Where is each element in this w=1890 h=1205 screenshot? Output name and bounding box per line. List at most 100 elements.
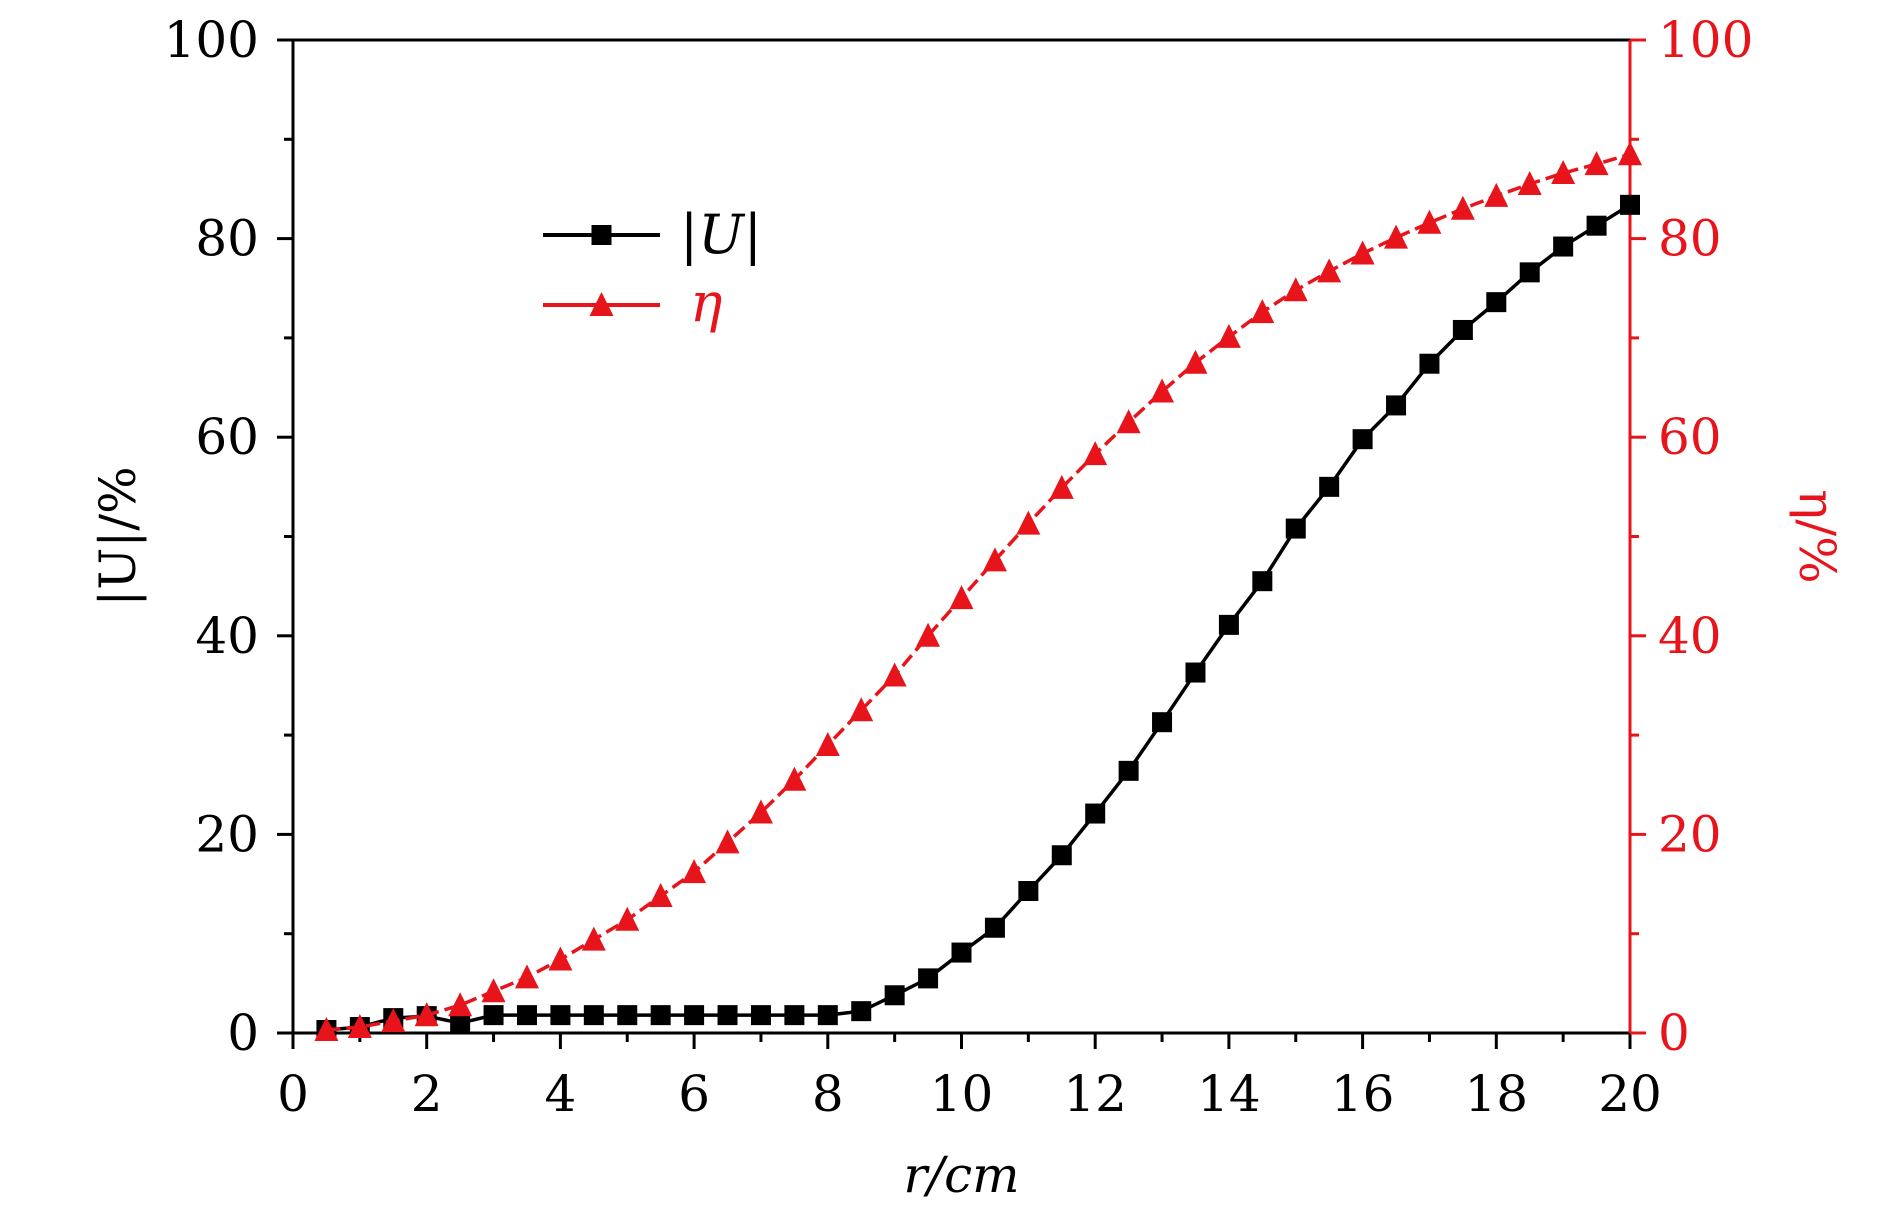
y-right-tick-label: 40 (1658, 607, 1722, 665)
data-point-eta (782, 766, 807, 791)
data-point-eta (381, 1008, 406, 1033)
data-point-eta (548, 946, 573, 971)
data-point-U (1519, 262, 1540, 283)
data-point-eta (481, 978, 506, 1003)
data-point-eta (448, 992, 473, 1017)
y-right-tick-label: 20 (1658, 805, 1722, 863)
y-left-axis-title: |U|/% (89, 466, 147, 606)
data-point-U (1319, 476, 1340, 497)
axes-group: 0 2 4 6 8 10 12 14 16 18 2002040608010002040608010… (164, 11, 1754, 1123)
x-tick-label: 20 (1598, 1065, 1662, 1123)
data-point-U (1553, 236, 1574, 257)
x-tick-label: 16 (1331, 1065, 1395, 1123)
x-tick-label: 8 (812, 1065, 844, 1123)
data-point-U (984, 917, 1005, 938)
data-point-U (516, 1005, 537, 1026)
y-right-axis-title: η/% (1788, 489, 1846, 583)
legend: |U|η (543, 203, 762, 334)
data-point-eta (615, 906, 640, 931)
series-line-U (326, 203, 1631, 1032)
data-point-eta (1484, 182, 1509, 207)
data-point-eta (916, 622, 941, 647)
series-line-eta (326, 152, 1631, 1032)
data-point-U (1586, 215, 1607, 236)
data-point-U (918, 968, 939, 989)
y-left-tick-label: 0 (227, 1004, 259, 1062)
data-point-U (1486, 292, 1507, 313)
data-point-U (1152, 712, 1173, 733)
data-point-eta (1584, 151, 1609, 176)
data-point-eta (1283, 277, 1308, 302)
data-point-eta (748, 799, 773, 824)
data-point-U (851, 1001, 872, 1022)
data-point-eta (1116, 409, 1141, 434)
legend-marker-eta (589, 292, 614, 316)
data-point-U (650, 1005, 671, 1026)
data-point-eta (1417, 209, 1442, 234)
data-point-eta (1183, 349, 1208, 374)
data-point-U (1118, 760, 1139, 781)
data-point-eta (514, 964, 539, 989)
data-point-U (1452, 319, 1473, 340)
data-point-eta (1150, 378, 1175, 403)
data-point-eta (1049, 474, 1074, 499)
axis-titles: r/cm |U|/% η/% (89, 466, 1846, 1204)
data-point-U (1419, 353, 1440, 374)
data-point-eta (1551, 160, 1576, 185)
data-point-eta (982, 547, 1007, 572)
data-point-U (1352, 429, 1373, 450)
data-point-eta (815, 732, 840, 757)
data-point-eta (1450, 195, 1475, 220)
legend-label-U: |U| (680, 203, 762, 266)
data-point-eta (1517, 170, 1542, 195)
data-point-eta (1016, 510, 1041, 535)
data-point-eta (1384, 224, 1409, 249)
data-point-U (784, 1005, 805, 1026)
y-left-tick-label: 20 (195, 805, 259, 863)
data-point-eta (1216, 323, 1241, 348)
data-point-U (951, 942, 972, 963)
data-point-eta (1618, 141, 1642, 166)
data-point-eta (581, 926, 606, 951)
y-left-tick-label: 100 (164, 11, 259, 69)
x-tick-label: 18 (1464, 1065, 1528, 1123)
data-point-eta (1350, 240, 1375, 265)
data-point-U (1620, 194, 1640, 215)
x-tick-label: 0 (277, 1065, 309, 1123)
data-point-U (1085, 803, 1106, 824)
series-group (314, 141, 1642, 1042)
data-point-U (1285, 518, 1306, 539)
y-right-tick-label: 0 (1658, 1004, 1690, 1062)
y-left-tick-label: 40 (195, 607, 259, 665)
data-point-eta (347, 1014, 372, 1039)
data-point-U (750, 1005, 771, 1026)
y-right-tick-label: 80 (1658, 210, 1722, 268)
data-point-eta (849, 697, 874, 722)
x-tick-label: 2 (411, 1065, 443, 1123)
data-point-U (684, 1005, 705, 1026)
data-point-eta (314, 1017, 339, 1042)
data-point-U (450, 1013, 471, 1034)
x-tick-label: 6 (678, 1065, 710, 1123)
data-point-eta (1317, 258, 1342, 283)
y-left-tick-label: 60 (195, 408, 259, 466)
data-point-U (884, 985, 905, 1006)
data-point-U (817, 1005, 838, 1026)
data-point-U (617, 1005, 638, 1026)
data-point-U (1018, 881, 1039, 902)
data-point-eta (648, 882, 673, 907)
data-point-U (1218, 614, 1239, 635)
y-right-tick-label: 60 (1658, 408, 1722, 466)
x-axis-title: r/cm (903, 1146, 1019, 1204)
data-point-eta (949, 585, 974, 610)
legend-marker-U (591, 225, 612, 245)
x-tick-label: 12 (1063, 1065, 1127, 1123)
x-tick-label: 10 (930, 1065, 994, 1123)
data-point-U (1252, 571, 1273, 592)
data-point-U (1185, 662, 1206, 683)
y-left-tick-label: 80 (195, 210, 259, 268)
data-point-U (583, 1005, 604, 1026)
data-point-eta (414, 1002, 439, 1027)
